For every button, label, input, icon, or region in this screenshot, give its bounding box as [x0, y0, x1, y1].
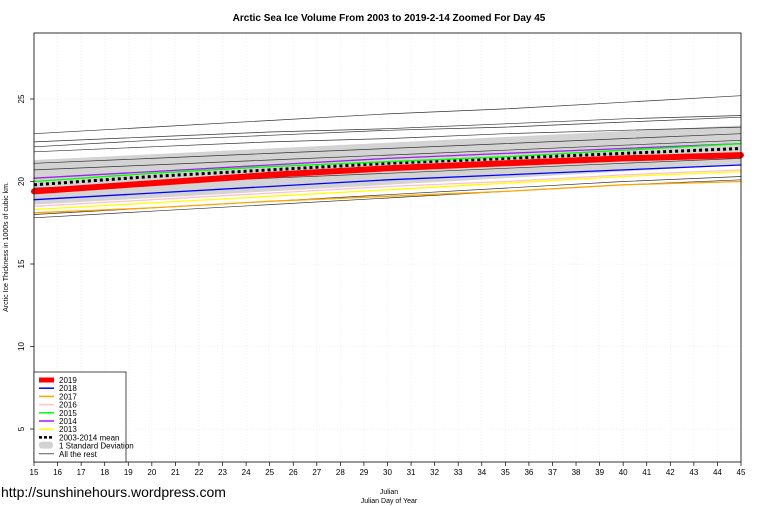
x-tick-label: 17 — [77, 468, 86, 477]
x-tick-label: 23 — [218, 468, 227, 477]
legend-label: 2017 — [59, 392, 77, 401]
x-tick-label: 21 — [171, 468, 180, 477]
rest-series-line — [33, 116, 742, 148]
x-tick-label: 39 — [595, 468, 604, 477]
y-axis-label: Arctic Ice Thickness in 1000s of cubic k… — [3, 182, 10, 312]
x-tick-label: 41 — [642, 468, 651, 477]
series-line-2019 — [31, 152, 744, 195]
x-tick-label: 45 — [737, 468, 746, 477]
y-tick-label: 5 — [17, 426, 26, 431]
legend-label: 2003-2014 mean — [59, 433, 120, 442]
y-tick-label: 20 — [17, 177, 26, 186]
x-tick-label: 15 — [30, 468, 39, 477]
legend-label: 2014 — [59, 417, 77, 426]
series-line-2013 — [33, 170, 742, 211]
y-axis: 5 10 15 20 25 — [17, 94, 34, 431]
x-tick-label: 36 — [524, 468, 533, 477]
legend-label: 2019 — [59, 376, 77, 385]
rest-series-line — [33, 139, 742, 171]
rest-series-line — [33, 133, 742, 164]
x-tick-label: 35 — [501, 468, 510, 477]
legend-label: 2013 — [59, 425, 77, 434]
x-axis-label: Julian — [380, 489, 398, 496]
x-tick-label: 20 — [147, 468, 156, 477]
x-tick-label: 22 — [195, 468, 204, 477]
std-band — [34, 125, 741, 205]
series-line-2003-2014-mean — [33, 147, 742, 187]
x-tick-label: 37 — [548, 468, 557, 477]
x-tick-label: 31 — [407, 468, 416, 477]
legend-label: 2015 — [59, 409, 77, 418]
legend-label: 1 Standard Deviation — [59, 442, 134, 451]
x-tick-label: 33 — [454, 468, 463, 477]
series-line-2016 — [33, 169, 742, 207]
x-tick-label: 42 — [666, 468, 675, 477]
std-band-layer — [34, 125, 741, 205]
x-tick-label: 19 — [124, 468, 133, 477]
legend-label: 2016 — [59, 401, 77, 410]
x-tick-label: 30 — [383, 468, 392, 477]
legend-label: 2018 — [59, 384, 77, 393]
watermark-url: http://sunshinehours.wordpress.com — [1, 484, 226, 500]
y-tick-label: 15 — [17, 259, 26, 268]
rest-series-line — [33, 95, 742, 135]
x-tick-label: 40 — [619, 468, 628, 477]
rest-series-line — [33, 115, 742, 143]
series-line-2018 — [33, 164, 742, 201]
legend-label: All the rest — [59, 450, 98, 459]
series-line-2014 — [33, 142, 742, 179]
x-tick-label: 43 — [689, 468, 698, 477]
x-tick-label: 18 — [100, 468, 109, 477]
x-tick-label: 28 — [336, 468, 345, 477]
plot-frame — [33, 32, 742, 463]
grid — [33, 33, 742, 462]
x-tick-label: 26 — [289, 468, 298, 477]
legend-swatch — [39, 441, 53, 449]
x-axis: 15 16 17 18 19 20 21 22 23 24 25 26 27 28 29 30 31 32 33 34… — [30, 462, 746, 477]
x-axis-label-secondary: Julian Day of Year — [361, 498, 418, 505]
x-tick-label: 38 — [572, 468, 581, 477]
series-line-2015 — [33, 142, 742, 183]
x-tick-label: 25 — [265, 468, 274, 477]
x-tick-label: 44 — [713, 468, 722, 477]
x-tick-label: 29 — [359, 468, 368, 477]
series-layer — [31, 142, 744, 214]
series-line-2017 — [33, 180, 742, 214]
x-tick-label: 27 — [312, 468, 321, 477]
x-tick-label: 34 — [477, 468, 486, 477]
rest-series-line — [33, 126, 742, 153]
y-tick-label: 25 — [17, 94, 26, 103]
x-tick-label: 16 — [53, 468, 62, 477]
x-tick-label: 24 — [242, 468, 251, 477]
x-tick-label: 32 — [430, 468, 439, 477]
y-tick-label: 10 — [17, 342, 26, 351]
chart-title: Arctic Sea Ice Volume From 2003 to 2019-… — [233, 13, 546, 24]
